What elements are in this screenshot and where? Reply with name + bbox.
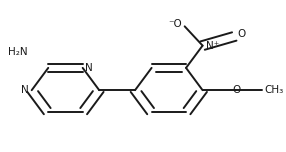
Text: N⁺: N⁺ [206,41,219,51]
Text: O: O [237,29,245,40]
Text: H₂N: H₂N [8,47,27,57]
Text: ⁻O: ⁻O [168,19,182,29]
Text: N: N [21,85,28,95]
Text: CH₃: CH₃ [265,85,284,95]
Text: O: O [232,85,241,95]
Text: N: N [86,63,93,73]
